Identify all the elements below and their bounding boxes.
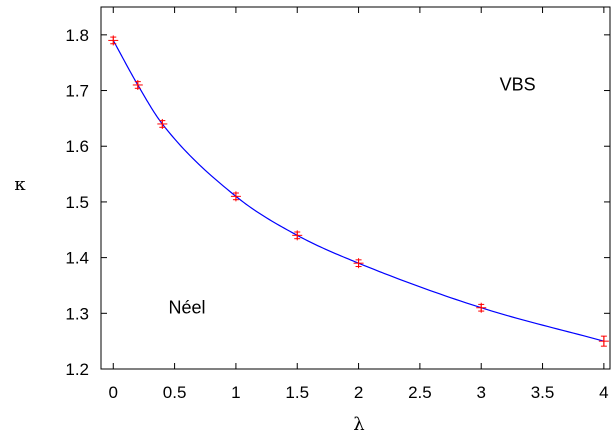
- annotation-n-el: Néel: [168, 297, 205, 317]
- data-point-1: [132, 79, 143, 90]
- data-point-0: [108, 35, 119, 46]
- x-tick-label-0: 0: [109, 383, 118, 402]
- x-tick-label-4: 2: [354, 383, 363, 402]
- data-point-4: [292, 230, 303, 241]
- x-tick-label-1: 0.5: [163, 383, 187, 402]
- data-point-7: [598, 335, 609, 347]
- x-axis-label: λ: [353, 414, 364, 435]
- data-point-6: [476, 302, 487, 313]
- x-tick-label-2: 1: [231, 383, 240, 402]
- data-point-5: [353, 258, 364, 269]
- x-tick-label-8: 4: [599, 383, 608, 402]
- data-points: [108, 35, 609, 347]
- annotation-vbs: VBS: [500, 75, 536, 95]
- y-tick-label-3: 1.5: [65, 193, 89, 212]
- y-tick-label-4: 1.6: [65, 137, 89, 156]
- fit-curve: [112, 40, 605, 342]
- y-tick-label-1: 1.3: [65, 304, 89, 323]
- plot-frame: [100, 6, 611, 370]
- x-tick-label-3: 1.5: [285, 383, 309, 402]
- y-tick-label-0: 1.2: [65, 360, 89, 379]
- x-tick-label-7: 3.5: [531, 383, 555, 402]
- x-tick-label-6: 3: [476, 383, 485, 402]
- y-tick-label-6: 1.8: [65, 26, 89, 45]
- y-tick-label-5: 1.7: [65, 82, 89, 101]
- x-tick-label-5: 2.5: [408, 383, 432, 402]
- annotations: VBS Néel: [168, 75, 535, 318]
- y-axis-label: κ: [14, 174, 26, 195]
- data-point-2: [157, 118, 168, 129]
- data-point-3: [230, 191, 241, 202]
- tick-marks: [101, 7, 610, 370]
- y-tick-label-2: 1.4: [65, 249, 89, 268]
- tick-labels: 0 0.5 1 1.5 2 2.5 3 3.5 4 1.2 1.3 1.4 1.5 1.6 1.7 1.8: [65, 26, 608, 402]
